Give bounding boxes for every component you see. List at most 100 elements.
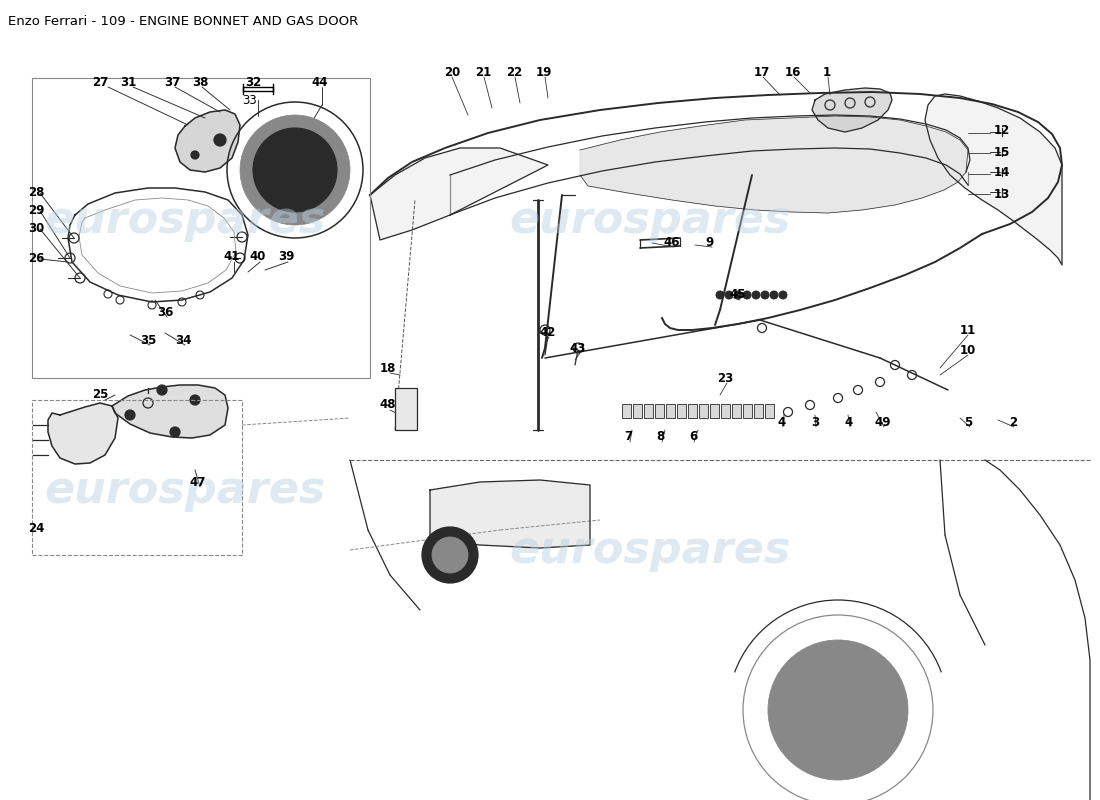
Ellipse shape (190, 395, 200, 405)
Text: 39: 39 (278, 250, 294, 263)
Text: 34: 34 (175, 334, 191, 346)
Ellipse shape (768, 640, 908, 780)
Text: 47: 47 (190, 475, 206, 489)
Bar (621, 404, 631, 418)
Text: 33: 33 (243, 94, 257, 106)
Text: 44: 44 (311, 75, 328, 89)
Ellipse shape (214, 134, 225, 146)
Ellipse shape (779, 291, 786, 299)
Polygon shape (812, 88, 892, 132)
Polygon shape (370, 148, 548, 240)
Bar (764, 404, 774, 418)
Bar (710, 404, 719, 418)
Ellipse shape (422, 527, 478, 583)
Text: Enzo Ferrari - 109 - ENGINE BONNET AND GAS DOOR: Enzo Ferrari - 109 - ENGINE BONNET AND G… (8, 15, 359, 28)
Text: 38: 38 (191, 75, 208, 89)
Text: 21: 21 (475, 66, 491, 78)
Text: 19: 19 (536, 66, 552, 78)
Ellipse shape (725, 291, 733, 299)
Text: 35: 35 (140, 334, 156, 346)
Text: 49: 49 (874, 415, 891, 429)
Polygon shape (112, 385, 228, 438)
Text: 1: 1 (823, 66, 832, 78)
Ellipse shape (742, 291, 751, 299)
Bar (32, 400, 242, 555)
Text: 9: 9 (706, 235, 714, 249)
Bar (644, 404, 653, 418)
Ellipse shape (432, 537, 468, 573)
Polygon shape (48, 403, 118, 464)
Bar (732, 404, 741, 418)
Bar (666, 404, 675, 418)
Bar (32, 78, 370, 378)
Polygon shape (580, 116, 968, 213)
Ellipse shape (170, 427, 180, 437)
Bar (676, 404, 686, 418)
Ellipse shape (253, 128, 337, 212)
Text: 28: 28 (28, 186, 44, 198)
Bar (632, 404, 642, 418)
Text: 4: 4 (778, 415, 786, 429)
Ellipse shape (273, 148, 317, 192)
Text: 13: 13 (994, 187, 1010, 201)
Text: 42: 42 (540, 326, 557, 338)
Ellipse shape (770, 291, 778, 299)
Text: 10: 10 (960, 343, 976, 357)
Bar (742, 404, 752, 418)
Text: 48: 48 (379, 398, 396, 411)
Text: 2: 2 (1009, 415, 1018, 429)
Polygon shape (175, 110, 240, 172)
Text: 27: 27 (92, 75, 108, 89)
Ellipse shape (716, 291, 724, 299)
Text: 25: 25 (91, 389, 108, 402)
Text: eurospares: eurospares (509, 529, 791, 571)
Text: 7: 7 (624, 430, 632, 443)
Ellipse shape (240, 115, 350, 225)
Text: 22: 22 (506, 66, 522, 78)
Polygon shape (430, 480, 590, 548)
Bar (698, 404, 708, 418)
Text: 6: 6 (689, 430, 697, 443)
Ellipse shape (125, 410, 135, 420)
Text: eurospares: eurospares (44, 469, 326, 511)
Text: 46: 46 (663, 235, 680, 249)
Text: 29: 29 (28, 203, 44, 217)
Text: 12: 12 (994, 123, 1010, 137)
Text: 15: 15 (993, 146, 1010, 158)
Text: 20: 20 (444, 66, 460, 78)
Text: 31: 31 (120, 75, 136, 89)
Text: 41: 41 (223, 250, 240, 263)
Text: 30: 30 (28, 222, 44, 234)
Text: 32: 32 (245, 75, 261, 89)
Text: 5: 5 (964, 415, 972, 429)
Text: 37: 37 (164, 75, 180, 89)
Text: 8: 8 (656, 430, 664, 443)
Ellipse shape (285, 160, 305, 180)
Text: 17: 17 (754, 66, 770, 78)
Bar (720, 404, 730, 418)
Text: eurospares: eurospares (509, 198, 791, 242)
Text: 43: 43 (570, 342, 586, 354)
Text: 23: 23 (717, 371, 733, 385)
Text: 14: 14 (993, 166, 1010, 179)
Bar (654, 404, 664, 418)
Text: 4: 4 (845, 415, 854, 429)
Bar (754, 404, 763, 418)
Text: 18: 18 (379, 362, 396, 374)
Text: 40: 40 (250, 250, 266, 263)
Text: 11: 11 (960, 323, 976, 337)
Text: 3: 3 (811, 415, 819, 429)
Polygon shape (925, 94, 1062, 265)
Ellipse shape (734, 291, 742, 299)
Text: 16: 16 (784, 66, 801, 78)
Text: 24: 24 (28, 522, 44, 534)
Bar (688, 404, 697, 418)
Ellipse shape (761, 291, 769, 299)
Text: 36: 36 (157, 306, 173, 318)
Ellipse shape (157, 385, 167, 395)
Ellipse shape (752, 291, 760, 299)
Text: 45: 45 (729, 289, 746, 302)
Ellipse shape (191, 151, 199, 159)
Text: eurospares: eurospares (44, 198, 326, 242)
Bar (395, 388, 417, 430)
